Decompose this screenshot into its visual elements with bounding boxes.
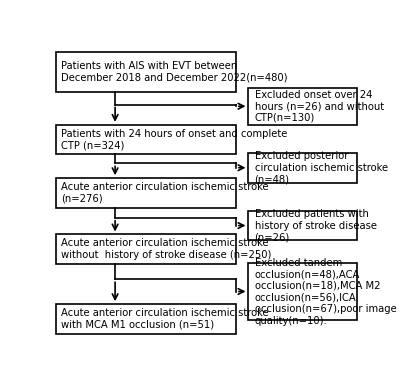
FancyBboxPatch shape [56,304,236,334]
Text: Excluded patients with
history of stroke disease
(n=26): Excluded patients with history of stroke… [255,209,377,242]
FancyBboxPatch shape [56,125,236,154]
FancyBboxPatch shape [56,234,236,264]
Text: Acute anterior circulation ischemic stroke
without  history of stroke disease (n: Acute anterior circulation ischemic stro… [61,238,271,260]
FancyBboxPatch shape [56,178,236,208]
Text: Excluded tandem
occlusion(n=48),ACA
occlusion(n=18),MCA M2
occlusion(n=56),ICA
o: Excluded tandem occlusion(n=48),ACA occl… [255,258,396,325]
FancyBboxPatch shape [248,211,357,240]
FancyBboxPatch shape [248,153,357,182]
Text: Patients with AIS with EVT between
December 2018 and December 2022(n=480): Patients with AIS with EVT between Decem… [61,61,287,83]
FancyBboxPatch shape [248,88,357,125]
Text: Excluded onset over 24
hours (n=26) and without
CTP(n=130): Excluded onset over 24 hours (n=26) and … [255,90,384,123]
Text: Patients with 24 hours of onset and complete
CTP (n=324): Patients with 24 hours of onset and comp… [61,129,287,151]
Text: Excluded posterior
circulation ischemic stroke
(n=48): Excluded posterior circulation ischemic … [255,151,388,184]
FancyBboxPatch shape [248,263,357,320]
Text: Acute anterior circulation ischemic stroke
(n=276): Acute anterior circulation ischemic stro… [61,182,268,204]
FancyBboxPatch shape [56,52,236,92]
Text: Acute anterior circulation ischemic stroke
with MCA M1 occlusion (n=51): Acute anterior circulation ischemic stro… [61,308,268,330]
